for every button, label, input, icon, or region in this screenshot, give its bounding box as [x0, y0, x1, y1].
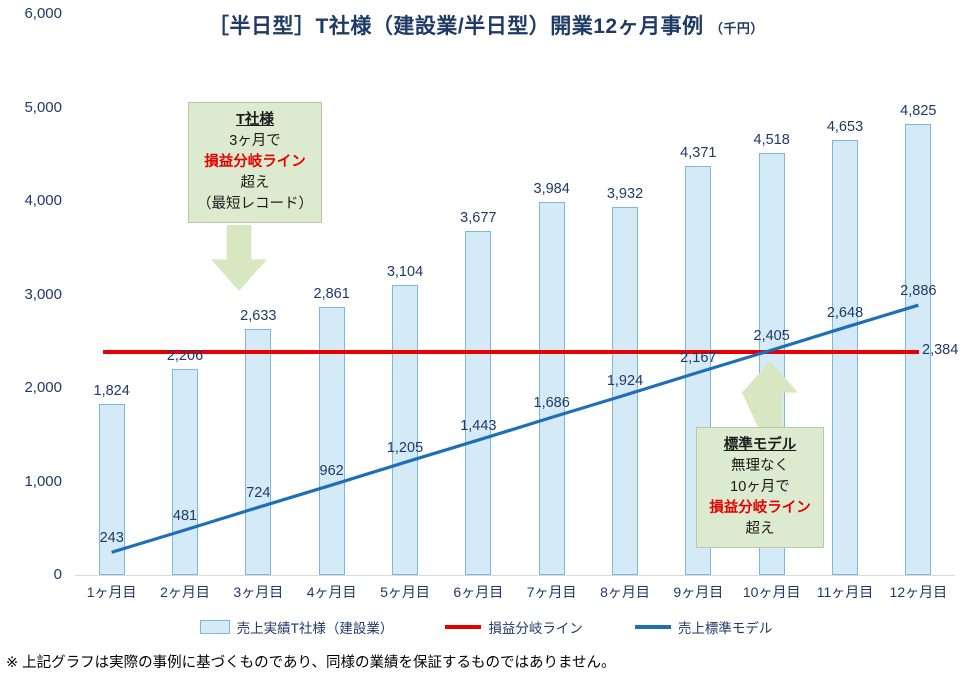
- y-axis-label: 6,000: [24, 5, 62, 22]
- x-axis-label: 9ヶ月目: [673, 584, 724, 600]
- legend-label-actual-sales: 売上実績T社様（建設業）: [236, 621, 394, 636]
- bar-value-label: 2,206: [166, 347, 204, 364]
- standard-model-polyline: [111, 303, 919, 554]
- legend-label-standard-model: 売上標準モデル: [677, 621, 773, 636]
- y-axis-label: 5,000: [24, 98, 62, 116]
- legend-item-actual-sales: 売上実績T社様（建設業）: [199, 617, 394, 637]
- bar-value-label: 2,861: [313, 286, 350, 303]
- x-axis-label: 6ヶ月目: [453, 584, 504, 600]
- y-axis-label: 1,000: [24, 472, 62, 490]
- callout-standard-model: 標準モデル 無理なく 10ヶ月で 損益分岐ライン 超え: [696, 427, 824, 548]
- legend-item-standard-model: 売上標準モデル: [634, 617, 773, 637]
- legend-label-breakeven: 損益分岐ライン: [488, 621, 583, 636]
- breakeven-value-label: 2,384: [922, 342, 959, 359]
- x-axis-label: 7ヶ月目: [526, 584, 577, 600]
- callout-standard-model-line: 10ヶ月で: [730, 479, 790, 495]
- line-point-label: 1,205: [386, 440, 424, 457]
- callout-t-company-breakeven: 損益分岐ライン: [204, 154, 306, 170]
- bar: [98, 404, 125, 575]
- bar: [538, 202, 565, 575]
- standard-model-line: [111, 303, 919, 554]
- bar-value-label: 3,677: [460, 210, 497, 227]
- chart-title: ［半日型］T社様（建設業/半日型）開業12ヶ月事例 （千円）: [0, 10, 972, 40]
- callout-t-company-title: T社様: [236, 112, 274, 128]
- x-axis-label: 8ヶ月目: [600, 584, 650, 600]
- line-point-label: 1,924: [606, 373, 644, 390]
- x-axis-label: 11ヶ月目: [816, 584, 874, 600]
- blue-line-swatch-icon: [634, 625, 671, 629]
- line-point-label: 2,405: [753, 328, 790, 345]
- breakeven-line: [103, 350, 919, 355]
- red-line-swatch-icon: [445, 625, 482, 629]
- line-point-label: 1,686: [533, 395, 570, 412]
- y-axis-label: 0: [53, 566, 62, 583]
- x-axis-label: 1ヶ月目: [86, 584, 137, 600]
- line-point-label: 724: [246, 485, 271, 502]
- x-axis-label: 10ヶ月目: [742, 584, 801, 600]
- y-axis-label: 4,000: [24, 192, 62, 209]
- line-point-label: 2,648: [826, 305, 864, 322]
- callout-t-company-line: （最短レコード）: [197, 196, 313, 212]
- callout-standard-model-line: 超え: [745, 521, 775, 537]
- chart-area: 1,824 2,206 2,633 2,861 3,104 3,677 3,984 3,932…: [24, 5, 959, 600]
- line-point-label: 2,886: [900, 283, 937, 300]
- line-point-label: 2,167: [680, 350, 717, 367]
- bar: [392, 284, 418, 575]
- bar: [465, 231, 492, 575]
- callout-t-company-line: 超え: [240, 175, 270, 191]
- bar: [172, 368, 198, 575]
- callout-standard-model-title: 標準モデル: [723, 437, 797, 453]
- line-point-label: 1,443: [460, 418, 497, 435]
- bar-value-label: 1,824: [93, 383, 130, 400]
- bar-value-label: 4,825: [900, 102, 937, 119]
- bar-value-label: 4,371: [680, 145, 717, 162]
- bar-value-label: 4,653: [826, 118, 864, 135]
- line-point-label: 962: [319, 463, 344, 480]
- line-point-label: 481: [172, 508, 198, 525]
- x-axis-label: 4ヶ月目: [306, 584, 357, 600]
- y-axis-label: 3,000: [24, 285, 62, 303]
- callout-t-company-line: 3ヶ月で: [229, 133, 281, 149]
- legend-item-breakeven: 損益分岐ライン: [445, 617, 583, 637]
- bar: [905, 123, 932, 575]
- footnote: ※ 上記グラフは実際の事例に基づくものであり、同様の業績を保証するものではありま…: [6, 655, 616, 671]
- x-axis-label: 5ヶ月目: [380, 584, 430, 600]
- callout-t-company: T社様 3ヶ月で 損益分岐ライン 超え （最短レコード）: [188, 102, 322, 223]
- bar-value-label: 4,518: [753, 131, 790, 148]
- x-axis-label: 12ヶ月目: [889, 584, 948, 600]
- x-axis-label: 3ヶ月目: [233, 584, 284, 600]
- x-axis-label: 2ヶ月目: [160, 584, 210, 600]
- bar-swatch-icon: [199, 620, 230, 634]
- plot-area: 1,824 2,206 2,633 2,861 3,104 3,677 3,984 3,932…: [75, 14, 959, 576]
- bar-value-label: 3,932: [606, 186, 644, 203]
- bar: [832, 139, 858, 575]
- callout-standard-model-line: 無理なく: [731, 458, 789, 474]
- line-point-label: 243: [99, 530, 124, 547]
- bar: [245, 328, 272, 575]
- callout-standard-model-breakeven: 損益分岐ライン: [709, 500, 811, 516]
- chart-title-unit: （千円）: [709, 21, 764, 36]
- bar-value-label: 3,104: [386, 263, 424, 280]
- bar-value-label: 2,633: [240, 307, 277, 324]
- legend: 売上実績T社様（建設業） 損益分岐ライン 売上標準モデル: [0, 617, 972, 637]
- chart-title-text: ［半日型］T社様（建設業/半日型）開業12ヶ月事例: [208, 15, 704, 38]
- bar-value-label: 3,984: [533, 181, 570, 198]
- y-axis-label: 2,000: [24, 379, 62, 396]
